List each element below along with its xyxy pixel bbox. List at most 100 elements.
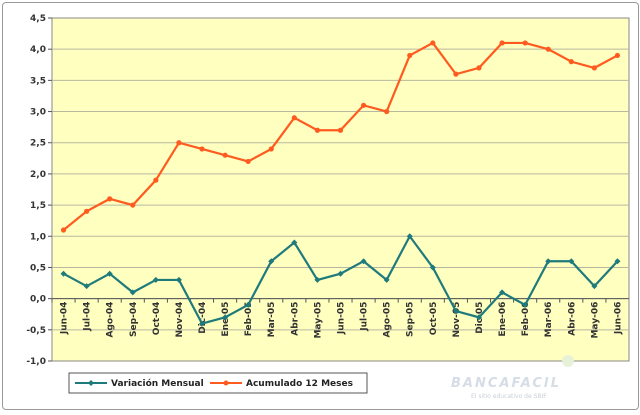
x-tick-label: May-06 (590, 302, 600, 339)
data-point (291, 115, 297, 121)
x-tick-label: Oct-05 (429, 302, 439, 336)
gridlines (52, 48, 629, 331)
data-point (84, 208, 90, 214)
data-point (614, 52, 621, 59)
y-tick-label: 2,5 (30, 139, 46, 149)
y-tick-label: 0,0 (30, 295, 46, 305)
data-point (153, 177, 159, 183)
data-point (60, 227, 67, 233)
data-point (406, 233, 413, 240)
x-tick-label: Mar-06 (544, 302, 554, 338)
legend-label-variacion: Variación Mensual (111, 378, 204, 389)
x-tick-label: Abr-06 (567, 302, 577, 336)
data-point (314, 127, 321, 133)
data-point (199, 146, 205, 152)
x-tick-label: May-05 (313, 302, 323, 339)
data-point (383, 276, 390, 283)
data-point (268, 258, 275, 265)
series-layer (60, 40, 621, 327)
data-point (476, 65, 482, 71)
data-point (83, 283, 90, 290)
y-tick-label: 2,0 (30, 170, 46, 180)
data-point (453, 71, 459, 77)
y-tick-label: 1,0 (30, 232, 46, 242)
data-point (591, 283, 598, 290)
data-point (499, 40, 505, 46)
x-tick-label: Sep-05 (406, 302, 416, 337)
data-point (130, 202, 136, 208)
x-tick-label: Jun-04 (60, 302, 70, 335)
data-point (430, 40, 436, 46)
x-tick-label: Jul-05 (360, 302, 370, 332)
data-point (337, 127, 344, 133)
y-tick-label: 4,0 (30, 45, 46, 55)
x-tick-label: Mar-05 (267, 302, 277, 338)
x-tick-label: Jun-05 (337, 302, 347, 335)
data-point (175, 276, 182, 283)
data-point (591, 65, 597, 71)
y-tick-label: 0,5 (30, 263, 46, 273)
data-point (360, 102, 367, 108)
data-point (568, 59, 574, 65)
data-point (475, 314, 482, 321)
y-tick-label: -1,0 (26, 357, 46, 367)
watermark-brand: BANCAFACIL (451, 376, 561, 391)
data-point (291, 239, 298, 246)
data-point (337, 270, 344, 277)
legend: Variación Mensual Acumulado 12 Meses (68, 372, 368, 394)
data-point (545, 46, 551, 52)
x-tick-label: Nov-04 (175, 302, 185, 338)
data-point (360, 258, 367, 265)
watermark-tagline: El sitio educativo de SBIF (471, 393, 547, 400)
y-tick-label: 4,5 (30, 14, 46, 24)
x-tick-label: Ene-06 (498, 302, 508, 337)
bancafacil-watermark: BANCAFACIL El sitio educativo de SBIF (451, 355, 574, 400)
y-tick-label: 3,0 (30, 108, 46, 118)
x-tick-label: Nov-05 (452, 302, 462, 338)
data-point (407, 52, 413, 59)
x-tick-label: Abr-05 (290, 302, 300, 336)
data-point (314, 276, 321, 283)
data-point (176, 140, 182, 146)
x-tick-label: Oct-04 (152, 302, 162, 336)
chart-frame: 4,5 4,0 3,5 3,0 2,5 2,0 1,5 1,0 0,5 0,0 -0,5 -1,0 J… (2, 2, 639, 410)
legend-marker-acumulado (223, 380, 229, 386)
x-tick-label: Feb-06 (521, 302, 531, 337)
legend-label-acumulado: Acumulado 12 Meses (246, 379, 353, 389)
y-axis-ticks: 4,5 4,0 3,5 3,0 2,5 2,0 1,5 1,0 0,5 0,0 -0,5 -1,0 (26, 14, 52, 367)
series-variacion-mensual (60, 233, 621, 327)
x-tick-label: Ago-05 (383, 302, 393, 338)
data-point (545, 258, 552, 265)
legend-marker-variacion (88, 380, 94, 386)
y-tick-label: 3,5 (30, 76, 46, 86)
data-point (452, 308, 459, 315)
data-point (384, 108, 390, 115)
watermark-logo-figure (562, 355, 574, 367)
data-point (522, 301, 529, 308)
data-point (107, 196, 113, 202)
x-tick-label: Sep-04 (129, 302, 139, 337)
data-point (499, 289, 506, 296)
x-tick-label: Dic-04 (198, 302, 208, 334)
data-point (106, 270, 113, 277)
series-acumulado-12-meses (60, 40, 621, 233)
x-tick-label: Jun-06 (613, 302, 623, 335)
x-tick-label: Feb-05 (244, 302, 254, 337)
data-point (568, 258, 575, 265)
data-point (245, 158, 251, 165)
data-point (222, 314, 229, 321)
data-point (60, 270, 67, 277)
x-tick-label: Jul-04 (83, 302, 93, 332)
data-point (199, 320, 206, 327)
data-point (522, 40, 528, 46)
line-chart: 4,5 4,0 3,5 3,0 2,5 2,0 1,5 1,0 0,5 0,0 -0,5 -1,0 J… (26, 14, 630, 400)
y-tick-label: -0,5 (26, 326, 46, 336)
data-point (245, 301, 252, 308)
data-point (129, 289, 136, 296)
data-point (614, 258, 621, 265)
y-tick-label: 1,5 (30, 201, 46, 211)
data-point (152, 276, 159, 283)
data-point (268, 146, 274, 152)
data-point (429, 264, 436, 271)
data-point (222, 152, 228, 158)
